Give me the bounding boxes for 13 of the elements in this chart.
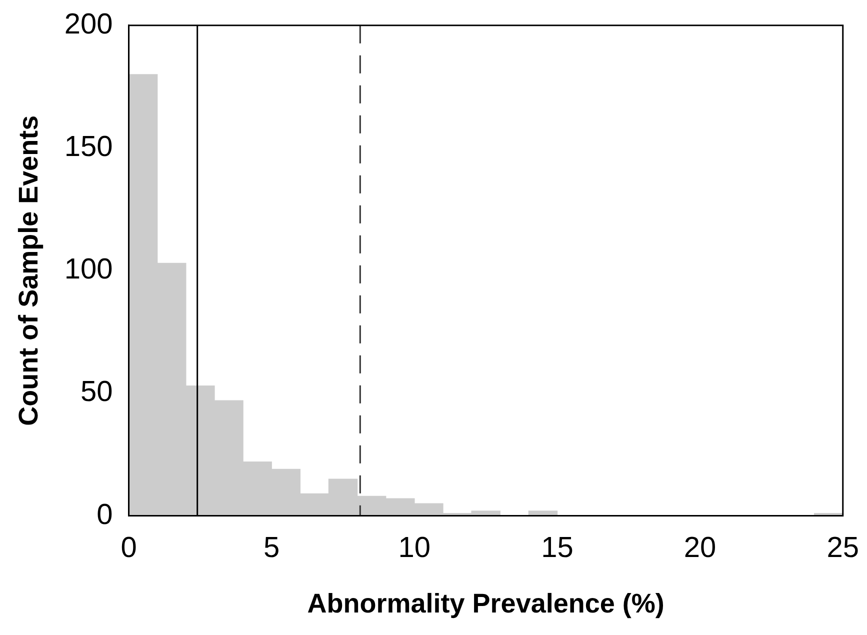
y-tick-label: 100 [64, 254, 113, 286]
x-axis-title: Abnormality Prevalence (%) [307, 588, 664, 618]
y-tick-label: 50 [80, 376, 113, 408]
y-tick-label: 0 [96, 498, 113, 531]
y-tick-label: 150 [64, 131, 113, 163]
y-tick-label: 200 [64, 8, 113, 40]
x-tick-label: 25 [826, 532, 860, 564]
y-axis-title: Count of Sample Events [14, 115, 44, 426]
x-tick-label: 0 [120, 532, 137, 564]
x-tick-label: 15 [541, 532, 574, 564]
x-tick-label: 20 [684, 532, 716, 564]
x-tick-label: 10 [398, 532, 431, 564]
x-tick-label: 5 [264, 532, 280, 564]
